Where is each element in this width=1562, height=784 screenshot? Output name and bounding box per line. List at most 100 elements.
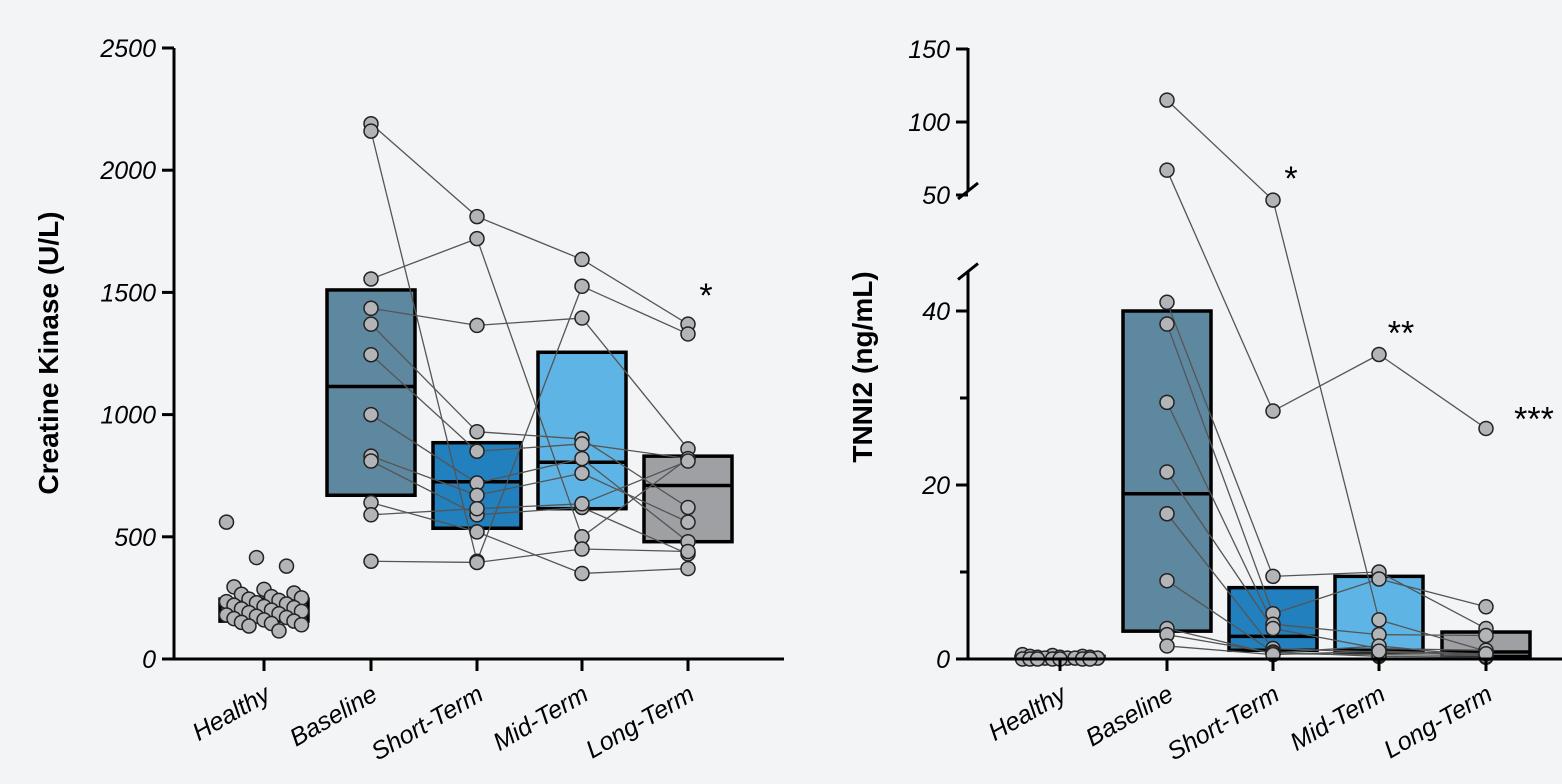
y-axis-label: TNNI2 (ng/mL) (847, 271, 878, 462)
pair-line-11-1 (476, 548, 583, 564)
significance-label-0: * (699, 277, 712, 315)
x-tick-label-4: Long-Term (581, 680, 699, 764)
point-1-3 (1478, 420, 1494, 437)
pair-line-5-2 (1378, 647, 1487, 651)
y-tick-label-5: 2500 (99, 35, 156, 63)
point-7-3 (680, 514, 696, 530)
point-1-1 (1265, 403, 1281, 419)
point-10-2 (1371, 643, 1387, 659)
pair-line-4-1 (1272, 623, 1380, 636)
box-3 (536, 350, 628, 511)
pair-line-8-1 (476, 506, 583, 516)
y-tick-label-1: 20 (921, 472, 950, 500)
point-4-3 (1478, 627, 1494, 644)
pair-line-5-1 (1272, 627, 1380, 650)
point-3-2 (574, 310, 590, 326)
pair-line-9-1 (476, 531, 583, 575)
pair-line-10-0 (370, 508, 478, 516)
pair-line-5-1 (476, 443, 583, 452)
pair-line-1-1 (1272, 353, 1380, 412)
y-tick-label-2: 40 (922, 298, 950, 326)
y-tick-label-5: 150 (908, 36, 950, 64)
healthy-point-0 (218, 514, 235, 530)
point-0-1 (469, 208, 485, 225)
point-6-0 (1159, 505, 1175, 522)
point-10-2 (574, 496, 590, 512)
point-0-2 (574, 251, 590, 268)
point-3-0 (363, 300, 379, 317)
pair-line-2-0 (370, 238, 478, 280)
y-tick-label-4: 100 (908, 109, 950, 137)
pair-line-4-2 (1378, 633, 1487, 637)
point-11-0 (363, 553, 379, 569)
x-tick-label-3: Mid-Term (1285, 680, 1390, 757)
point-10-0 (1159, 638, 1175, 654)
x-tick-label-3: Mid-Term (488, 680, 593, 757)
pair-line-9-1 (1272, 645, 1380, 654)
point-3-0 (1159, 316, 1175, 332)
healthy-point-31 (241, 618, 257, 634)
pair-line-2-1 (476, 238, 583, 538)
pair-line-0-0 (1166, 99, 1274, 201)
pair-line-10-1 (1272, 650, 1380, 656)
y-tick-label-1: 500 (114, 524, 156, 552)
y-tick-label-4: 2000 (99, 157, 156, 185)
healthy-point-2 (278, 558, 295, 574)
point-6-2 (574, 450, 590, 467)
point-11-2 (574, 541, 590, 557)
pair-line-8-2 (1378, 654, 1487, 657)
point-1-2 (574, 278, 590, 295)
point-2-1 (1265, 568, 1281, 585)
point-3-2 (1371, 571, 1387, 587)
pair-line-5-2 (581, 443, 689, 460)
pair-line-5-0 (1166, 471, 1274, 629)
pair-line-8-2 (581, 506, 689, 555)
point-9-3 (680, 560, 696, 577)
point-5-0 (363, 346, 379, 363)
point-7-2 (574, 465, 590, 482)
point-8-0 (363, 453, 379, 469)
pair-line-3-0 (370, 307, 478, 327)
point-1-3 (680, 326, 696, 342)
pair-line-3-0 (1166, 323, 1274, 614)
pair-line-10-2 (1378, 650, 1487, 655)
pair-line-5-0 (370, 354, 478, 452)
y-tick-label-3: 1500 (100, 279, 156, 307)
point-11-1 (469, 554, 485, 571)
point-2-0 (363, 271, 379, 287)
significance-label-0: * (1284, 160, 1297, 198)
pair-line-7-2 (581, 472, 689, 523)
pair-line-9-2 (1378, 645, 1487, 658)
pair-line-6-0 (1166, 513, 1274, 649)
point-4-1 (469, 423, 485, 440)
point-4-3 (680, 499, 696, 516)
pair-line-3-1 (1272, 578, 1380, 615)
pair-line-4-0 (1166, 402, 1274, 625)
pair-line-1-0 (370, 130, 478, 562)
x-tick-label-0: Healthy (984, 679, 1073, 746)
pair-line-7-0 (370, 455, 478, 496)
point-1-2 (1371, 346, 1387, 363)
pair-line-2-1 (1272, 571, 1380, 577)
point-2-0 (1159, 294, 1175, 311)
y-tick-label-2: 1000 (100, 402, 156, 430)
pair-line-2-2 (1378, 571, 1487, 630)
point-10-1 (469, 500, 485, 517)
significance-label-1: ** (1388, 315, 1414, 353)
x-tick-label-2: Short-Term (1163, 680, 1284, 766)
point-9-2 (574, 565, 590, 582)
significance-label-2: *** (1514, 400, 1554, 438)
pair-line-11-2 (581, 548, 689, 553)
point-6-0 (363, 406, 379, 423)
pair-line-8-0 (370, 460, 478, 516)
pair-line-1-0 (1166, 169, 1274, 412)
pair-line-9-0 (1166, 633, 1274, 654)
point-10-0 (363, 507, 379, 523)
point-1-0 (1159, 162, 1175, 178)
pair-line-0-1 (1272, 199, 1380, 621)
point-5-0 (1159, 464, 1175, 480)
pair-line-4-2 (581, 438, 689, 509)
point-0-0 (1159, 92, 1175, 108)
pair-line-1-2 (1378, 353, 1487, 429)
